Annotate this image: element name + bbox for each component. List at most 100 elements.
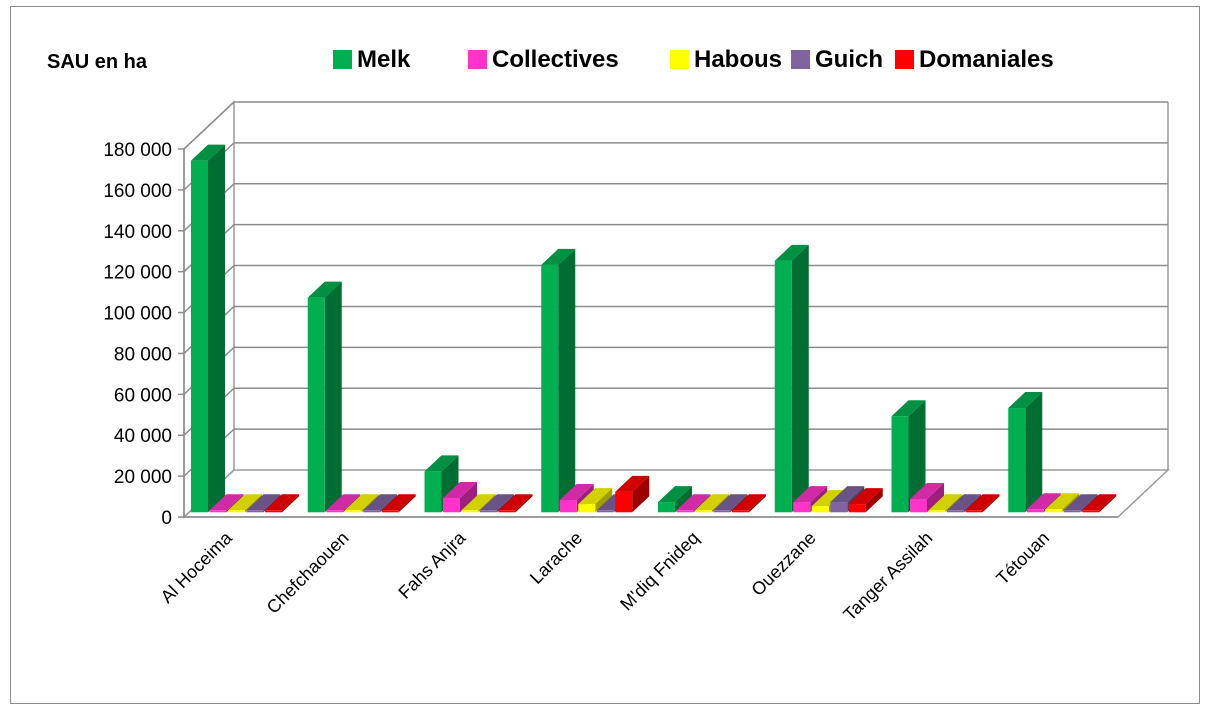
bar-front: [793, 502, 811, 513]
bar-front: [695, 510, 712, 513]
bar-side: [865, 488, 883, 513]
bar-front: [848, 504, 866, 513]
bar-side: [632, 475, 650, 513]
bar-habous: [578, 488, 613, 513]
y-tick-label: 100 000: [103, 304, 172, 325]
bar-top: [541, 248, 576, 265]
bar-domaniales: [1082, 494, 1117, 513]
bar-side: [927, 483, 944, 513]
category-labels: Al Hoceima Chefchaouen Fahs Anjra Larache M'…: [157, 527, 1053, 625]
bar-front: [676, 510, 694, 513]
bar-front: [830, 502, 848, 513]
gridline: [183, 142, 1168, 191]
y-tick-label: 60 000: [114, 385, 172, 406]
bar-top: [307, 281, 342, 298]
bar-domaniales: [265, 494, 299, 513]
legend: Melk Collectives Habous Guich Domaniales: [333, 46, 1054, 73]
category-label: Al Hoceima: [157, 527, 237, 607]
gridline: [183, 101, 1168, 150]
bar-melk: [424, 455, 459, 513]
bar-melk: [541, 248, 576, 513]
bar-top: [891, 400, 926, 417]
bar-top: [658, 486, 692, 503]
gridline: [183, 183, 1168, 232]
bar-top: [910, 483, 944, 500]
bar-top: [848, 488, 883, 505]
bar-top: [830, 486, 865, 503]
bar-top: [793, 486, 828, 503]
bar-top: [559, 484, 594, 501]
y-tick-label: 80 000: [114, 344, 172, 365]
bar-side: [1099, 494, 1117, 513]
bar-front: [381, 510, 399, 513]
bar-melk: [891, 400, 926, 513]
bar-side: [1062, 493, 1080, 513]
bar-top: [811, 490, 846, 507]
bar-front: [424, 471, 442, 513]
y-tick-labels: 0 20 000 40 000 60 000 80 000 100 000 120 000 1…: [103, 140, 172, 529]
bar-side: [515, 494, 533, 513]
legend-label: Domaniales: [919, 46, 1054, 73]
category-label: Fahs Anjra: [394, 527, 470, 603]
legend-item-guich: Guich: [791, 46, 883, 73]
bar-top: [965, 494, 1000, 511]
category-label: Chefchaouen: [263, 528, 353, 618]
bar-front: [191, 160, 208, 513]
bar-front: [811, 506, 829, 513]
bar-front: [1082, 510, 1100, 513]
bar-front: [615, 491, 633, 513]
bar-front: [228, 510, 245, 513]
bar-top: [209, 494, 244, 511]
bar-front: [578, 504, 596, 513]
bar-front: [713, 510, 731, 513]
bars-group: [191, 144, 1117, 513]
bar-side: [595, 488, 613, 513]
bar-front: [1063, 510, 1081, 513]
bar-collectives: [910, 483, 944, 513]
bar-front: [774, 260, 792, 513]
bar-top: [1045, 493, 1080, 510]
y-tick-label: 0: [161, 508, 172, 529]
y-tick-label: 120 000: [103, 263, 172, 284]
bar-domaniales: [615, 475, 650, 513]
chart-frame: 0 20 000 40 000 60 000 80 000 100 000 120 000 1…: [10, 6, 1200, 704]
bar-domaniales: [381, 494, 416, 513]
legend-item-domaniales: Domaniales: [895, 46, 1054, 73]
bar-front: [480, 510, 497, 513]
bar-top: [265, 494, 299, 511]
bar-melk: [307, 281, 342, 513]
bar-top: [695, 494, 729, 511]
legend-label: Collectives: [492, 46, 619, 73]
bar-melk: [1008, 392, 1043, 513]
bar-top: [774, 244, 809, 261]
category-label: Larache: [526, 528, 586, 588]
bar-melk: [658, 486, 692, 513]
legend-swatch: [670, 50, 689, 69]
bar-side: [460, 481, 477, 513]
bar-top: [246, 494, 281, 511]
bar-top: [676, 494, 711, 511]
bar-collectives: [443, 481, 477, 513]
bar-front: [498, 510, 516, 513]
bar-top: [480, 494, 514, 511]
bar-top: [461, 494, 496, 511]
legend-item-collectives: Collectives: [468, 46, 619, 73]
bar-top: [578, 488, 613, 505]
y-tick-label: 20 000: [114, 467, 172, 488]
bar-front: [344, 510, 362, 513]
bar-domaniales: [848, 488, 883, 513]
bar-top: [615, 475, 650, 492]
y-tick-label: 160 000: [103, 181, 172, 202]
bar-front: [596, 510, 614, 513]
bar-front: [443, 497, 460, 513]
legend-label: Melk: [357, 46, 411, 73]
bar-front: [265, 510, 282, 513]
legend-label: Guich: [815, 46, 883, 73]
category-label: Tétouan: [992, 528, 1053, 589]
bar-top: [1026, 493, 1061, 510]
category-label: Ouezzane: [747, 528, 819, 600]
gridline: [183, 223, 1168, 273]
bar-side: [749, 494, 766, 513]
bar-front: [559, 500, 577, 513]
y-tick-label: 140 000: [103, 222, 172, 243]
